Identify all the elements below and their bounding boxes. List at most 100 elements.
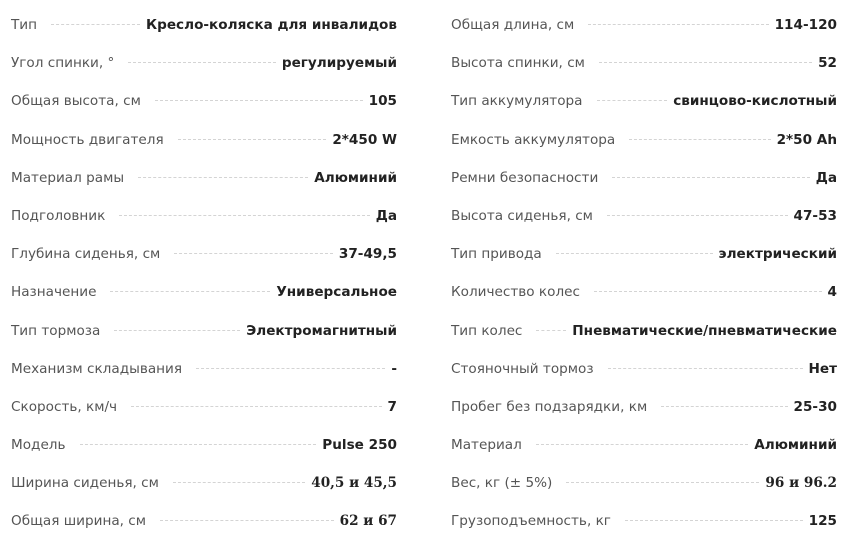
spec-value: Пневматические/пневматические — [572, 322, 837, 339]
spec-label: Глубина сиденья, см — [11, 246, 161, 263]
spec-label: Тип привода — [451, 246, 542, 263]
spec-label: Грузоподъемность, кг — [451, 513, 611, 530]
spec-label: Высота сиденья, см — [451, 207, 593, 224]
spec-value: 52 — [818, 55, 837, 72]
dotted-leader — [51, 24, 140, 25]
spec-label: Количество колес — [451, 284, 580, 301]
dotted-leader — [607, 367, 803, 369]
spec-label: Пробег без подзарядки, км — [451, 398, 648, 415]
spec-row: Материал рамы Алюминий — [11, 159, 397, 197]
spec-row: Подголовник Да — [11, 197, 397, 235]
spec-row: Тип привода электрический — [451, 235, 837, 273]
spec-value: 114-120 — [774, 17, 837, 33]
dotted-leader — [596, 100, 668, 102]
dotted-leader — [598, 62, 813, 64]
spec-label: Общая ширина, см — [11, 513, 147, 530]
dotted-leader — [624, 520, 803, 522]
spec-value: свинцово-кислотный — [673, 93, 837, 110]
dotted-leader — [160, 520, 334, 522]
dotted-leader — [110, 291, 271, 293]
spec-row: Тип тормоза Электромагнитный — [11, 312, 397, 350]
spec-value: 4 — [827, 284, 837, 301]
spec-value: Электромагнитный — [246, 322, 397, 339]
spec-label: Модель — [11, 437, 66, 454]
spec-value: Универсальное — [276, 284, 397, 301]
spec-row: Ремни безопасности Да — [451, 159, 837, 197]
dotted-leader — [128, 62, 276, 64]
spec-value: Алюминий — [754, 437, 837, 454]
dotted-leader — [114, 329, 241, 331]
spec-row: Емкость аккумулятора 2*50 Ah — [451, 121, 837, 159]
spec-value: Да — [815, 169, 837, 186]
spec-label: Вес, кг (± 5%) — [451, 475, 553, 492]
dotted-leader — [172, 482, 306, 484]
spec-row: Общая высота, см 105 — [11, 82, 397, 120]
specs-column-left: Тип Кресло-коляска для инвалидов Угол спин… — [11, 6, 397, 541]
spec-row: Вес, кг (± 5%) 96 и 96.2 — [451, 464, 837, 502]
dotted-leader — [629, 138, 771, 140]
spec-row: Модель Pulse 250 — [11, 426, 397, 464]
spec-label: Назначение — [11, 284, 97, 301]
spec-row: Общая ширина, см 62 и 67 — [11, 502, 397, 540]
spec-label: Ширина сиденья, см — [11, 475, 159, 492]
spec-value: 7 — [387, 398, 397, 415]
spec-row: Механизм складывания - — [11, 350, 397, 388]
spec-label: Тип колес — [451, 322, 523, 339]
dotted-leader — [606, 214, 788, 216]
spec-value: 62 и 67 — [339, 513, 397, 530]
spec-label: Тип аккумулятора — [451, 93, 583, 110]
dotted-leader — [154, 100, 363, 102]
dotted-leader — [535, 444, 749, 446]
specs-column-right: Общая длина, см 114-120 Высота спинки, см 5… — [451, 6, 837, 541]
spec-label: Скорость, км/ч — [11, 398, 118, 415]
spec-label: Стояночный тормоз — [451, 360, 594, 377]
spec-value: Кресло-коляска для инвалидов — [146, 17, 397, 33]
spec-row: Угол спинки, ° регулируемый — [11, 44, 397, 82]
dotted-leader — [119, 214, 370, 216]
dotted-leader — [588, 24, 769, 25]
spec-row: Высота спинки, см 52 — [451, 44, 837, 82]
spec-value: 105 — [368, 93, 397, 110]
spec-row: Глубина сиденья, см 37-49,5 — [11, 235, 397, 273]
spec-row: Общая длина, см 114-120 — [451, 6, 837, 44]
dotted-leader — [661, 405, 788, 407]
spec-value: 47-53 — [793, 207, 837, 224]
dotted-leader — [177, 138, 327, 140]
spec-label: Тип — [11, 17, 38, 33]
spec-row: Материал Алюминий — [451, 426, 837, 464]
spec-value: 40,5 и 45,5 — [311, 475, 397, 492]
spec-value: 96 и 96.2 — [765, 475, 837, 492]
dotted-leader — [79, 444, 317, 446]
spec-label: Материал рамы — [11, 169, 125, 186]
dotted-leader — [138, 176, 309, 178]
spec-value: Нет — [808, 360, 837, 377]
dotted-leader — [196, 367, 386, 369]
spec-value: 2*450 W — [332, 131, 397, 148]
spec-value: 25-30 — [793, 398, 837, 415]
spec-value: Алюминий — [314, 169, 397, 186]
dotted-leader — [593, 291, 822, 293]
spec-label: Угол спинки, ° — [11, 55, 115, 72]
spec-row: Тип Кресло-коляска для инвалидов — [11, 6, 397, 44]
spec-value: - — [391, 360, 397, 377]
spec-row: Мощность двигателя 2*450 W — [11, 121, 397, 159]
dotted-leader — [566, 482, 760, 484]
spec-row: Пробег без подзарядки, км 25-30 — [451, 388, 837, 426]
spec-label: Механизм складывания — [11, 360, 183, 377]
spec-row: Грузоподъемность, кг 125 — [451, 502, 837, 540]
spec-label: Материал — [451, 437, 522, 454]
spec-label: Мощность двигателя — [11, 131, 164, 148]
spec-row: Скорость, км/ч 7 — [11, 388, 397, 426]
spec-row: Назначение Универсальное — [11, 273, 397, 311]
dotted-leader — [536, 329, 567, 331]
spec-label: Тип тормоза — [11, 322, 101, 339]
spec-value: 125 — [808, 513, 837, 530]
dotted-leader — [174, 253, 333, 255]
spec-row: Количество колес 4 — [451, 273, 837, 311]
spec-label: Общая длина, см — [451, 17, 575, 33]
spec-row: Стояночный тормоз Нет — [451, 350, 837, 388]
spec-label: Общая высота, см — [11, 93, 141, 110]
spec-value: Да — [375, 207, 397, 224]
dotted-leader — [612, 176, 810, 178]
spec-value: Pulse 250 — [322, 437, 397, 454]
